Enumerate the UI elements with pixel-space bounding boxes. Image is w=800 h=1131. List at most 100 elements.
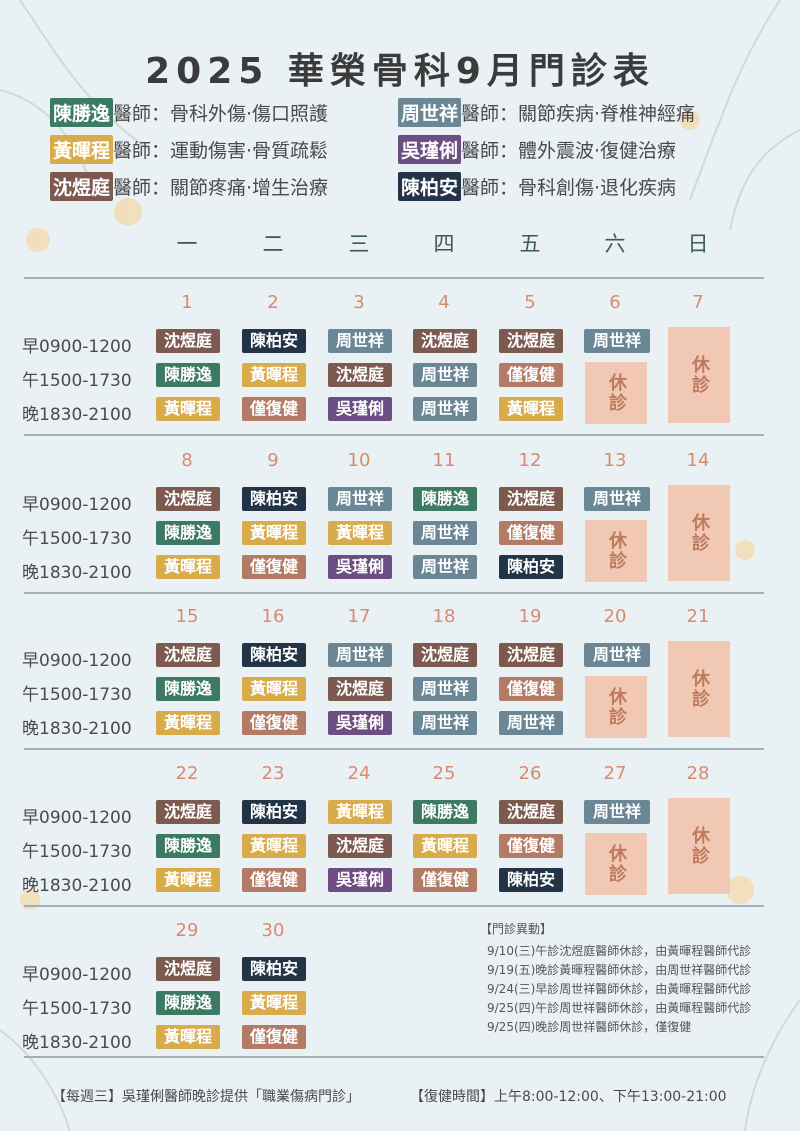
date-label: 12 — [518, 450, 542, 471]
date-label: 26 — [518, 763, 542, 784]
time-slot-label: 晚1830-2100 — [22, 876, 132, 896]
time-slot-label: 早0900-1200 — [22, 337, 132, 357]
time-slot-label: 午1500-1730 — [22, 842, 132, 862]
schedule-cell: 黃暉程 — [242, 834, 306, 858]
schedule-cell: 沈煜庭 — [328, 834, 392, 858]
schedule-cell: 周世祥 — [413, 397, 477, 421]
doctor-specialty: 醫師：運動傷害‧骨質疏鬆 — [113, 140, 329, 162]
schedule-cell: 僅復健 — [499, 521, 563, 545]
schedule-cell: 黃暉程 — [242, 521, 306, 545]
doctor-specialty: 醫師：關節疼痛‧增生治療 — [113, 177, 329, 199]
schedule-cell: 吳瑾俐 — [328, 711, 392, 735]
date-label: 3 — [353, 292, 365, 313]
schedule-cell: 沈煜庭 — [156, 329, 220, 353]
doctor-specialty: 醫師：骨科創傷‧退化疾病 — [461, 177, 677, 199]
time-slot-label: 晚1830-2100 — [22, 719, 132, 739]
schedule-cell: 吳瑾俐 — [328, 868, 392, 892]
schedule-cell: 僅復健 — [499, 677, 563, 701]
time-slot-label: 早0900-1200 — [22, 965, 132, 985]
closed-label: 休診 — [689, 669, 710, 709]
page-title: 2025 華榮骨科9月門診表 — [145, 51, 655, 92]
schedule-cell: 陳勝逸 — [156, 363, 220, 387]
divider — [24, 748, 764, 750]
schedule-cell: 周世祥 — [328, 487, 392, 511]
closed-block-sunday: 休診 — [668, 485, 730, 581]
schedule-cell: 黃暉程 — [156, 868, 220, 892]
schedule-cell: 陳勝逸 — [156, 834, 220, 858]
doctor-specialty: 醫師：骨科外傷‧傷口照護 — [113, 103, 329, 125]
schedule-cell: 僅復健 — [413, 868, 477, 892]
doctor-entry: 周世祥 醫師：關節疾病‧脊椎神經痛 — [398, 98, 695, 127]
closed-label: 休診 — [606, 687, 627, 727]
time-slot-label: 早0900-1200 — [22, 495, 132, 515]
time-slot-label: 晚1830-2100 — [22, 1033, 132, 1053]
schedule-cell: 沈煜庭 — [499, 329, 563, 353]
doctor-specialty: 醫師：關節疾病‧脊椎神經痛 — [461, 103, 696, 125]
doctor-entry: 陳柏安 醫師：骨科創傷‧退化疾病 — [398, 172, 676, 201]
weekday-label: 六 — [604, 232, 626, 256]
schedule-cell: 陳柏安 — [499, 868, 563, 892]
date-label: 14 — [686, 450, 710, 471]
closed-label: 休診 — [689, 826, 710, 866]
schedule-cell: 陳勝逸 — [156, 991, 220, 1015]
schedule-cell: 周世祥 — [413, 677, 477, 701]
schedule-cell: 陳柏安 — [499, 555, 563, 579]
schedule-cell: 黃暉程 — [156, 397, 220, 421]
date-label: 25 — [432, 763, 456, 784]
changes-heading: 【門診異動】 — [480, 922, 553, 936]
schedule-cell: 周世祥 — [584, 329, 650, 353]
schedule-cell: 僅復健 — [499, 834, 563, 858]
schedule-cell: 僅復健 — [242, 397, 306, 421]
closed-block-saturday: 休診 — [585, 520, 647, 582]
schedule-cell: 黃暉程 — [156, 1025, 220, 1049]
schedule-cell: 黃暉程 — [156, 711, 220, 735]
schedule-cell: 周世祥 — [413, 521, 477, 545]
change-item: 9/25(四)午診周世祥醫師休診，由黃暉程醫師代診 — [487, 1001, 752, 1015]
schedule-cell: 沈煜庭 — [499, 643, 563, 667]
schedule-cell: 陳勝逸 — [156, 521, 220, 545]
date-label: 9 — [267, 450, 279, 471]
schedule-cell: 僅復健 — [242, 1025, 306, 1049]
schedule-cell: 沈煜庭 — [328, 363, 392, 387]
footer-note-rehab-hours: 【復健時間】上午8:00-12:00、下午13:00-21:00 — [410, 1089, 727, 1105]
closed-block-saturday: 休診 — [585, 833, 647, 895]
schedule-cell: 沈煜庭 — [328, 677, 392, 701]
schedule-cell: 黃暉程 — [413, 834, 477, 858]
closed-block-sunday: 休診 — [668, 798, 730, 894]
schedule-cell: 黃暉程 — [328, 800, 392, 824]
schedule-cell: 沈煜庭 — [499, 800, 563, 824]
doctor-entry: 陳勝逸 醫師：骨科外傷‧傷口照護 — [50, 98, 328, 127]
date-label: 6 — [609, 292, 621, 313]
schedule-cell: 黃暉程 — [499, 397, 563, 421]
schedule-cell: 周世祥 — [584, 800, 650, 824]
doctor-entry: 黃暉程 醫師：運動傷害‧骨質疏鬆 — [50, 135, 328, 164]
closed-label: 休診 — [689, 513, 710, 553]
weekday-label: 四 — [433, 232, 455, 256]
time-slot-label: 午1500-1730 — [22, 529, 132, 549]
date-label: 27 — [603, 763, 627, 784]
weekday-label: 五 — [519, 232, 541, 256]
schedule-cell: 僅復健 — [499, 363, 563, 387]
schedule-cell: 陳柏安 — [242, 957, 306, 981]
doctor-entry: 沈煜庭 醫師：關節疼痛‧增生治療 — [50, 172, 328, 201]
date-label: 16 — [261, 606, 285, 627]
divider — [24, 592, 764, 594]
schedule-cell: 周世祥 — [584, 643, 650, 667]
doctor-name-badge: 周世祥 — [398, 98, 462, 127]
schedule-cell: 周世祥 — [413, 555, 477, 579]
date-label: 15 — [175, 606, 199, 627]
date-label: 5 — [524, 292, 536, 313]
schedule-cell: 吳瑾俐 — [328, 555, 392, 579]
divider — [24, 434, 764, 436]
footer-note-occupational: 【每週三】吳瑾俐醫師晚診提供「職業傷病門診」 — [52, 1089, 360, 1105]
doctor-name-badge: 陳柏安 — [398, 172, 462, 201]
date-label: 7 — [692, 292, 704, 313]
doctor-name-badge: 陳勝逸 — [50, 98, 114, 127]
change-item: 9/25(四)晚診周世祥醫師休診，僅復健 — [487, 1020, 692, 1034]
schedule-cell: 僅復健 — [242, 555, 306, 579]
closed-label: 休診 — [606, 844, 627, 884]
date-label: 10 — [347, 450, 371, 471]
date-label: 2 — [267, 292, 279, 313]
time-slot-label: 晚1830-2100 — [22, 405, 132, 425]
date-label: 30 — [261, 920, 285, 941]
